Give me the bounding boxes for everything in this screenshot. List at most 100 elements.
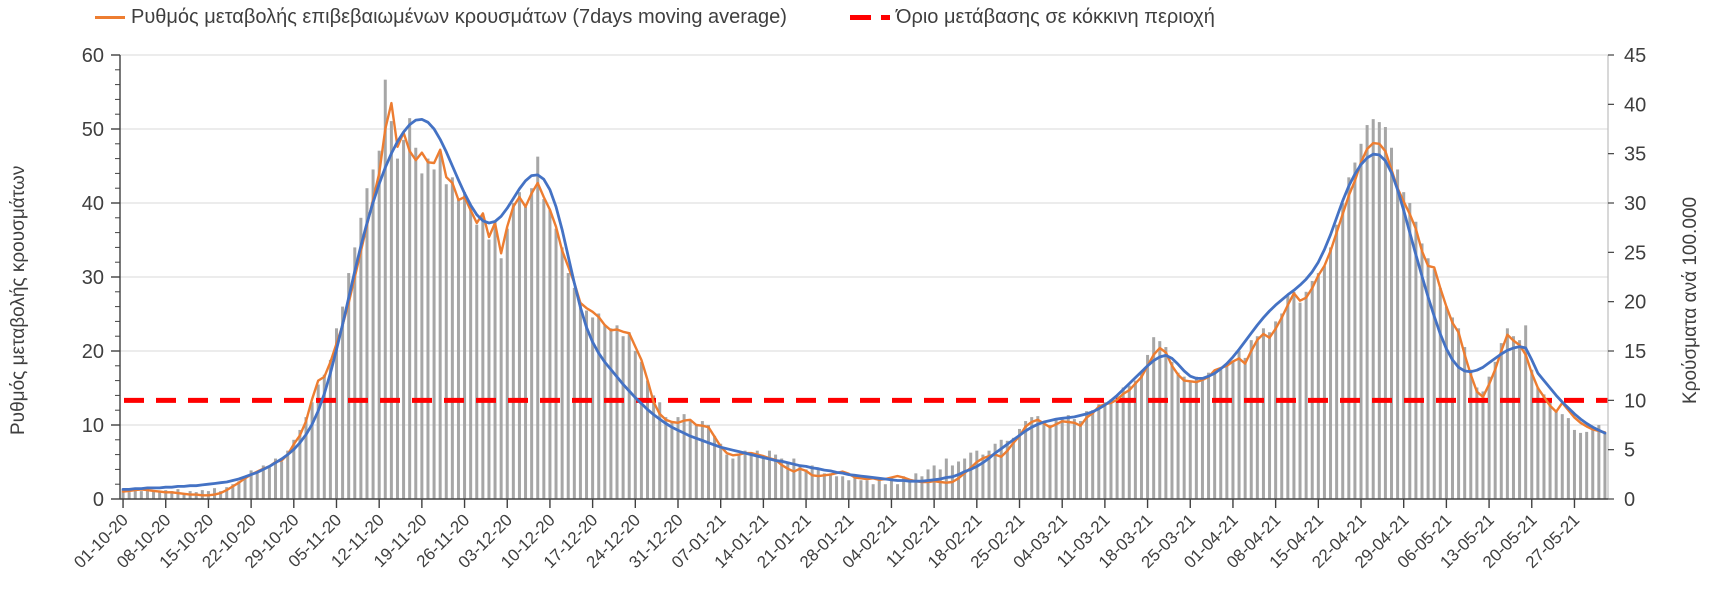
daily-bar — [920, 476, 924, 499]
daily-bar — [804, 469, 808, 499]
daily-bar — [1219, 369, 1223, 499]
daily-bar — [859, 480, 863, 499]
daily-bar — [835, 476, 839, 499]
daily-bar — [816, 469, 820, 499]
daily-bar — [548, 209, 552, 499]
daily-bar — [304, 417, 308, 499]
daily-bar — [505, 228, 509, 500]
daily-bar — [1200, 380, 1204, 499]
daily-bar — [670, 421, 674, 499]
daily-bar — [585, 310, 589, 499]
right-axis-tick-label: 15 — [1624, 341, 1646, 363]
orange-line-swatch — [95, 15, 125, 19]
daily-bar — [609, 328, 613, 499]
daily-bar — [725, 454, 729, 499]
daily-bar — [487, 239, 491, 500]
daily-bar — [682, 414, 686, 499]
daily-bar — [243, 476, 247, 499]
daily-bar — [231, 484, 235, 499]
daily-bar — [475, 224, 479, 499]
daily-bar — [1286, 295, 1290, 499]
daily-bar — [1133, 380, 1137, 499]
left-axis-tick-label: 30 — [82, 267, 104, 289]
right-axis-title: Κρούσματα ανά 100.000 — [1680, 196, 1701, 404]
daily-bar — [1048, 425, 1052, 499]
daily-bar — [414, 147, 418, 499]
daily-bar — [444, 184, 448, 499]
daily-bar — [1170, 361, 1174, 499]
daily-bar — [1542, 394, 1546, 499]
daily-bar — [1018, 428, 1022, 499]
daily-bar — [1280, 313, 1284, 499]
daily-bar — [786, 461, 790, 499]
left-axis-tick-label: 60 — [82, 45, 104, 67]
daily-bar — [1450, 317, 1454, 499]
daily-bar — [493, 221, 497, 499]
daily-bar — [774, 454, 778, 499]
daily-bar — [536, 156, 540, 500]
daily-bar — [1152, 337, 1156, 499]
daily-bar — [389, 121, 393, 500]
daily-bar — [1457, 328, 1461, 499]
daily-bar — [1182, 376, 1186, 499]
daily-bar — [1371, 119, 1375, 499]
daily-bar — [524, 206, 528, 500]
daily-bar — [1481, 391, 1485, 499]
daily-bar — [365, 188, 369, 499]
daily-bar — [341, 306, 345, 499]
daily-bar — [426, 158, 430, 499]
daily-bar — [999, 439, 1003, 499]
daily-bar — [395, 158, 399, 499]
daily-bar — [450, 177, 454, 499]
daily-bar — [646, 380, 650, 499]
daily-bar — [749, 454, 753, 499]
daily-bar — [1060, 417, 1064, 499]
daily-bar — [871, 484, 875, 499]
daily-bar — [1066, 415, 1070, 499]
daily-bar — [420, 173, 424, 499]
daily-bar — [225, 487, 229, 499]
right-axis-tick-label: 35 — [1624, 144, 1646, 166]
daily-bar — [1402, 192, 1406, 499]
daily-bar — [993, 443, 997, 499]
smoothed-trend-line — [121, 118, 1607, 491]
daily-bar — [755, 450, 759, 499]
daily-bar — [1591, 427, 1595, 499]
daily-bar — [1499, 343, 1503, 499]
daily-bar — [1091, 410, 1095, 499]
daily-bar — [853, 476, 857, 499]
daily-bar — [438, 150, 442, 499]
daily-bar — [1188, 380, 1192, 499]
daily-bar — [963, 458, 967, 499]
daily-bar — [822, 473, 826, 499]
daily-bar — [328, 359, 332, 499]
daily-bar — [1005, 440, 1009, 499]
daily-bar — [1310, 280, 1314, 499]
daily-bar — [1158, 341, 1162, 499]
left-axis-title: Ρυθμός μεταβολής κρουσμάτων — [8, 165, 29, 435]
daily-bar — [158, 492, 162, 499]
daily-bar — [511, 203, 515, 499]
daily-bar — [121, 490, 125, 499]
daily-bar — [603, 325, 607, 499]
daily-bar — [542, 199, 546, 499]
daily-bar — [1121, 387, 1125, 499]
daily-bar — [353, 247, 357, 499]
daily-bar — [1432, 269, 1436, 499]
right-axis-tick-label: 0 — [1624, 489, 1635, 511]
daily-bar — [1579, 432, 1583, 499]
legend-label-threshold: Όριο μετάβασης σε κόκκινη περιοχή — [896, 5, 1215, 28]
daily-bar — [280, 461, 284, 499]
right-axis-tick-label: 30 — [1624, 193, 1646, 215]
left-axis-tick-label: 0 — [93, 489, 104, 511]
daily-bar — [347, 273, 351, 499]
daily-bar — [1237, 351, 1241, 499]
daily-bar — [780, 458, 784, 499]
daily-bar — [298, 429, 302, 499]
daily-bar — [572, 287, 576, 499]
daily-bar — [1475, 387, 1479, 499]
daily-bar — [761, 458, 765, 499]
daily-bar — [889, 480, 893, 499]
daily-bar — [1396, 169, 1400, 499]
